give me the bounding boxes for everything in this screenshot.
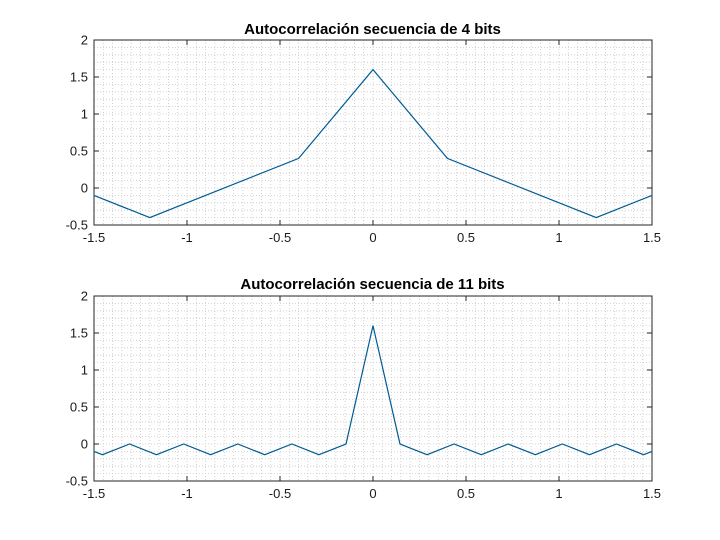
x-tick-label: 0 (369, 486, 376, 501)
plot-title: Autocorrelación secuencia de 11 bits (240, 276, 504, 293)
series-line (93, 68, 653, 219)
x-tick-label: -1 (181, 230, 193, 245)
y-tick-label: 2 (81, 33, 88, 48)
y-tick-label: 1.5 (70, 326, 88, 341)
x-tick-label: -0.5 (269, 230, 291, 245)
x-tick-label: 0.5 (457, 230, 475, 245)
y-tick-label: 0 (81, 437, 88, 452)
y-tick-label: 0.5 (70, 400, 88, 415)
y-tick-label: -0.5 (66, 474, 88, 489)
y-tick-label: 1 (81, 107, 88, 122)
plot-title: Autocorrelación secuencia de 4 bits (244, 21, 501, 38)
x-tick-label: 1.5 (643, 230, 661, 245)
y-tick-label: 0 (81, 181, 88, 196)
x-tick-label: -1.5 (83, 486, 105, 501)
plot-4-bits: Autocorrelación secuencia de 4 bits -1.5… (66, 21, 661, 245)
x-tick-label: 1 (555, 486, 562, 501)
y-tick-label: 0.5 (70, 144, 88, 159)
x-tick-label: 0.5 (457, 486, 475, 501)
plot-11-bits: Autocorrelación secuencia de 11 bits -1.… (66, 276, 661, 501)
x-tick-label: 0 (369, 230, 376, 245)
y-tick-label: 2 (81, 289, 88, 304)
y-tick-label: 1 (81, 363, 88, 378)
x-tick-label: 1 (555, 230, 562, 245)
y-tick-label: -0.5 (66, 218, 88, 233)
y-tick-label: 1.5 (70, 70, 88, 85)
x-tick-label: -0.5 (269, 486, 291, 501)
series-line (93, 325, 653, 456)
x-tick-label: -1 (181, 486, 193, 501)
x-tick-label: -1.5 (83, 230, 105, 245)
x-tick-label: 1.5 (643, 486, 661, 501)
